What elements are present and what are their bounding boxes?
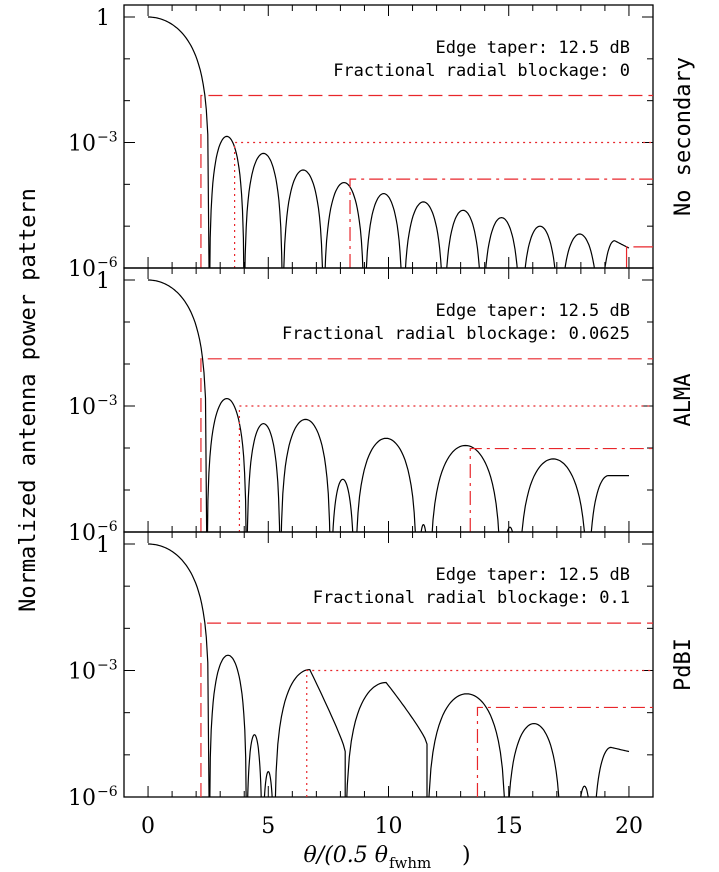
x-axis-tick-labels: 0 5 10 15 20 bbox=[141, 814, 643, 839]
panel-annotation: Edge taper: 12.5 dB bbox=[436, 38, 630, 58]
panel-annotation: Fractional radial blockage: 0.0625 bbox=[282, 324, 630, 344]
y-tick-exponent: −6 bbox=[97, 784, 118, 800]
reference-line-dashdot bbox=[349, 178, 653, 268]
y-tick-label: 1 bbox=[96, 269, 110, 294]
y-tick-exponent: −3 bbox=[97, 393, 118, 409]
panel-label: ALMA bbox=[671, 374, 696, 427]
y-tick-exponent: −6 bbox=[97, 255, 118, 271]
y-tick-label: 10 bbox=[68, 257, 96, 282]
reference-line-dashdot bbox=[476, 706, 653, 797]
y-tick-label: 1 bbox=[96, 533, 110, 558]
y-tick-label: 10 bbox=[68, 786, 96, 811]
y-tick-label: 10 bbox=[68, 395, 96, 420]
svg-text:θ/(0.5 θ: θ/(0.5 θ bbox=[304, 843, 388, 868]
x-tick-label: 10 bbox=[375, 814, 403, 839]
panel-label: PdBI bbox=[671, 638, 696, 691]
pattern-curve bbox=[148, 543, 630, 797]
panel-annotation: Edge taper: 12.5 dB bbox=[436, 565, 630, 585]
x-tick-label: 15 bbox=[495, 814, 523, 839]
panel-annotation: Fractional radial blockage: 0 bbox=[333, 61, 630, 81]
reference-line-dotted bbox=[306, 669, 653, 797]
x-axis-label-main: θ/(0.5 θ bbox=[304, 843, 388, 868]
panel-annotation: Edge taper: 12.5 dB bbox=[436, 301, 630, 321]
reference-line-dotted bbox=[238, 405, 653, 532]
reference-line-dashed bbox=[200, 622, 653, 797]
panel-annotation: Fractional radial blockage: 0.1 bbox=[313, 588, 630, 608]
reference-line-dashdot bbox=[469, 447, 653, 532]
y-tick-label: 10 bbox=[68, 660, 96, 685]
x-axis-label-sub: fwhm bbox=[389, 854, 431, 872]
x-tick-label: 20 bbox=[615, 814, 643, 839]
reference-line-dashed bbox=[200, 94, 653, 268]
x-tick-label: 5 bbox=[261, 814, 275, 839]
x-tick-label: 0 bbox=[141, 814, 155, 839]
y-tick-exponent: −3 bbox=[97, 130, 118, 146]
y-tick-exponent: −3 bbox=[97, 658, 118, 674]
panel-label: No secondary bbox=[671, 57, 696, 216]
x-axis-label: θ/(0.5 θ fwhm ) bbox=[304, 843, 471, 872]
y-tick-label: 10 bbox=[68, 521, 96, 546]
y-tick-label: 10 bbox=[68, 132, 96, 157]
pattern-curve bbox=[148, 279, 629, 532]
y-axis-label: Normalized antenna power pattern bbox=[16, 188, 41, 612]
y-tick-label: 1 bbox=[96, 6, 110, 31]
x-axis-label-close: ) bbox=[462, 843, 471, 868]
y-tick-exponent: −6 bbox=[97, 519, 118, 535]
reference-line-longdash bbox=[625, 246, 653, 268]
reference-line-dashed bbox=[200, 358, 653, 532]
